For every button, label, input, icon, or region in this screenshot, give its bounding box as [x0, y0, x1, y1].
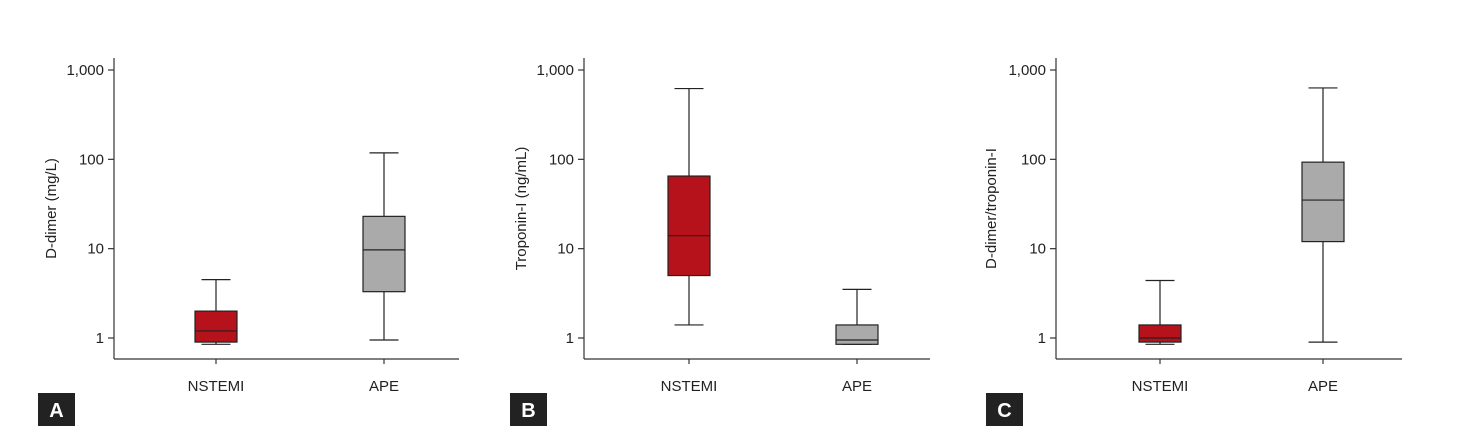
box-ape [1301, 87, 1345, 343]
panel-letter: B [521, 400, 535, 422]
panel-letter-bg [38, 393, 75, 426]
chart-panel-c: 1 10 100 1,000 D-dimer/troponin-I NSTEMI APE C [983, 58, 1402, 426]
y-tick-label: 1,000 [536, 62, 574, 79]
x-category-label: NSTEMI [1132, 378, 1189, 395]
x-category-label: NSTEMI [188, 378, 245, 395]
y-tick-label: 1 [566, 330, 574, 347]
y-tick-label: 10 [1029, 241, 1046, 258]
y-axis-label: D-dimer (mg/L) [43, 158, 60, 259]
panel-letter-bg [510, 393, 547, 426]
box-iqr [194, 310, 238, 343]
box-ape [362, 152, 406, 341]
x-category-label: NSTEMI [661, 378, 718, 395]
chart-panel-b: 1 10 100 1,000 Troponin-I (ng/mL) NSTEMI APE B [510, 58, 930, 426]
y-tick-label: 1,000 [1008, 62, 1046, 79]
x-category-label: APE [842, 378, 872, 395]
box-nstemi [1138, 279, 1182, 345]
y-tick-label: 100 [549, 151, 574, 168]
panel-letter-bg [986, 393, 1023, 426]
x-category-label: APE [1308, 378, 1338, 395]
chart-panel-a: 1 10 100 1,000 D-dimer (mg/L) NSTEMI APE A [38, 58, 459, 426]
y-tick-label: 100 [1021, 151, 1046, 168]
box-iqr [1138, 324, 1182, 343]
panel-letter: C [997, 400, 1011, 422]
box-iqr [1301, 161, 1345, 243]
box-iqr [667, 175, 711, 277]
x-category-label: APE [369, 378, 399, 395]
box-iqr [362, 215, 406, 293]
box-ape [835, 288, 879, 345]
y-tick-label: 1 [1038, 330, 1046, 347]
panel-letter: A [49, 400, 63, 422]
box-nstemi [667, 87, 711, 326]
box-nstemi [194, 279, 238, 345]
y-tick-label: 10 [557, 241, 574, 258]
box-iqr [835, 324, 879, 345]
panel-letter-badge: B [510, 393, 547, 426]
y-tick-label: 100 [79, 151, 104, 168]
y-tick-label: 10 [87, 241, 104, 258]
y-tick-label: 1 [96, 330, 104, 347]
y-axis-label: D-dimer/troponin-I [983, 148, 1000, 269]
y-axis-label: Troponin-I (ng/mL) [513, 147, 530, 271]
panel-letter-badge: A [38, 393, 75, 426]
y-tick-label: 1,000 [66, 62, 104, 79]
panel-letter-badge: C [986, 393, 1023, 426]
